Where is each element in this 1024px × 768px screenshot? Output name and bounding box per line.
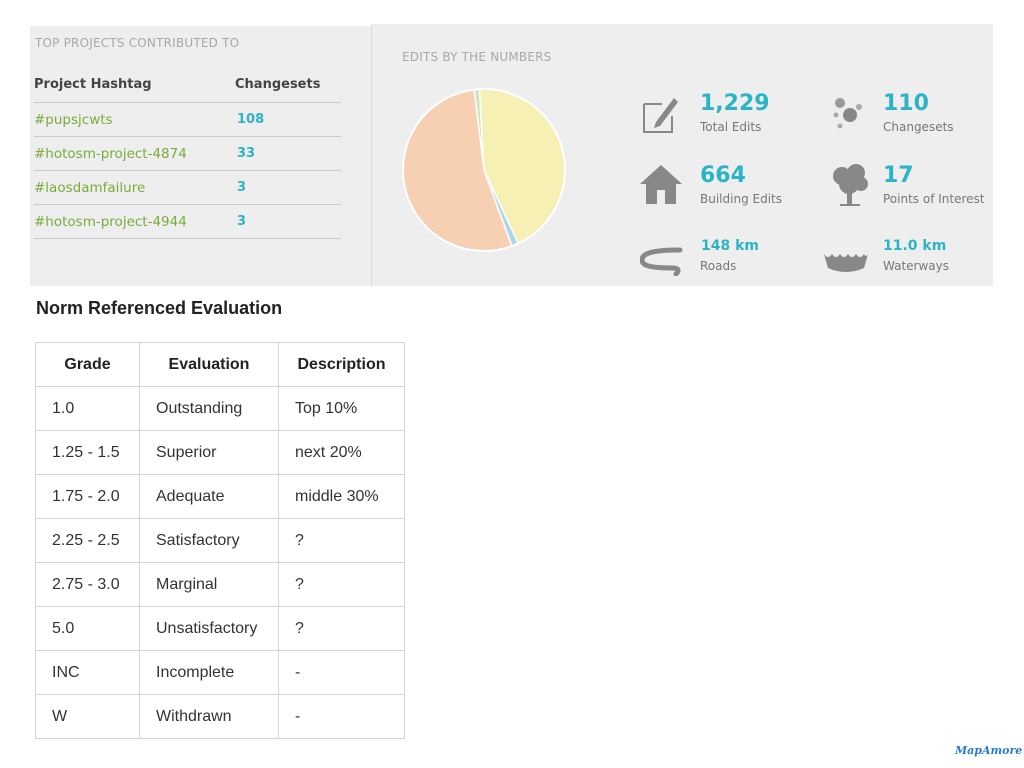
project-hashtag-link[interactable]: #pupsjcwts	[34, 112, 113, 128]
description-cell: ?	[278, 562, 405, 607]
grade-cell: 1.0	[35, 386, 140, 431]
waterways-value: 11.0 km	[883, 238, 947, 254]
table-row: 5.0 Unsatisfactory ?	[35, 606, 405, 651]
house-icon	[640, 165, 682, 204]
water-icon	[824, 254, 868, 272]
changesets-column-header: Changesets	[235, 77, 321, 92]
table-row: 2.25 - 2.5 Satisfactory ?	[35, 518, 405, 563]
road-icon	[640, 247, 683, 276]
evaluation-cell: Superior	[139, 430, 279, 475]
mapamore-logo: MapAmore	[955, 744, 1023, 757]
total-edits-value: 1,229	[700, 91, 770, 116]
project-changeset-count: 33	[237, 146, 256, 161]
evaluation-cell: Incomplete	[139, 650, 279, 695]
points-of-interest-label: Points of Interest	[883, 192, 985, 206]
description-cell: ?	[278, 518, 405, 563]
grade-cell: 1.75 - 2.0	[35, 474, 140, 519]
stats-panel: TOP PROJECTS CONTRIBUTED TO Project Hash…	[30, 24, 993, 286]
project-row: #laosdamfailure 3	[34, 171, 341, 205]
table-row: W Withdrawn -	[35, 694, 405, 739]
evaluation-header-row: Grade Evaluation Description	[35, 342, 405, 387]
table-row: 1.0 Outstanding Top 10%	[35, 386, 405, 431]
description-cell: ?	[278, 606, 405, 651]
pie-outline	[402, 88, 566, 252]
description-cell: -	[278, 650, 405, 695]
dots-changesets-icon	[833, 98, 862, 129]
grade-cell: 2.75 - 3.0	[35, 562, 140, 607]
changesets-label: Changesets	[883, 120, 954, 134]
panel-top-line	[30, 24, 371, 26]
tree-icon	[833, 164, 868, 206]
grade-column-header: Grade	[35, 342, 140, 387]
building-edits-label: Building Edits	[700, 192, 782, 206]
table-row: 1.75 - 2.0 Adequate middle 30%	[35, 474, 405, 519]
description-column-header: Description	[278, 342, 405, 387]
projects-table: Project Hashtag Changesets #pupsjcwts 10…	[34, 74, 341, 239]
changesets-value: 110	[883, 91, 929, 116]
description-cell: -	[278, 694, 405, 739]
points-of-interest-value: 17	[883, 163, 914, 188]
project-changeset-count: 108	[237, 112, 265, 127]
project-row: #pupsjcwts 108	[34, 103, 341, 137]
projects-title: TOP PROJECTS CONTRIBUTED TO	[35, 36, 240, 50]
evaluation-cell: Marginal	[139, 562, 279, 607]
roads-value: 148 km	[701, 238, 759, 254]
evaluation-cell: Adequate	[139, 474, 279, 519]
description-cell: Top 10%	[278, 386, 405, 431]
grade-cell: INC	[35, 650, 140, 695]
table-row: 1.25 - 1.5 Superior next 20%	[35, 430, 405, 475]
edits-pie-chart	[402, 88, 566, 252]
description-cell: next 20%	[278, 430, 405, 475]
evaluation-cell: Satisfactory	[139, 518, 279, 563]
project-changeset-count: 3	[237, 214, 247, 229]
waterways-label: Waterways	[883, 259, 949, 273]
table-row: INC Incomplete -	[35, 650, 405, 695]
pencil-edit-icon	[643, 98, 678, 133]
panel-divider	[371, 24, 372, 286]
project-hashtag-link[interactable]: #hotosm-project-4944	[34, 214, 187, 230]
building-edits-value: 664	[700, 163, 746, 188]
project-row: #hotosm-project-4944 3	[34, 205, 341, 239]
evaluation-cell: Outstanding	[139, 386, 279, 431]
project-changeset-count: 3	[237, 180, 247, 195]
evaluation-cell: Withdrawn	[139, 694, 279, 739]
edits-title: EDITS BY THE NUMBERS	[402, 50, 552, 64]
project-row: #hotosm-project-4874 33	[34, 137, 341, 171]
grade-cell: 5.0	[35, 606, 140, 651]
grade-cell: W	[35, 694, 140, 739]
table-row: 2.75 - 3.0 Marginal ?	[35, 562, 405, 607]
projects-table-header: Project Hashtag Changesets	[34, 74, 341, 103]
grade-cell: 1.25 - 1.5	[35, 430, 140, 475]
hashtag-column-header: Project Hashtag	[34, 77, 152, 92]
evaluation-title: Norm Referenced Evaluation	[36, 298, 283, 318]
evaluation-cell: Unsatisfactory	[139, 606, 279, 651]
evaluation-column-header: Evaluation	[139, 342, 279, 387]
total-edits-label: Total Edits	[700, 120, 762, 134]
evaluation-table: Grade Evaluation Description 1.0 Outstan…	[35, 342, 405, 739]
description-cell: middle 30%	[278, 474, 405, 519]
roads-label: Roads	[700, 259, 737, 273]
project-hashtag-link[interactable]: #hotosm-project-4874	[34, 146, 187, 162]
grade-cell: 2.25 - 2.5	[35, 518, 140, 563]
project-hashtag-link[interactable]: #laosdamfailure	[34, 180, 146, 196]
